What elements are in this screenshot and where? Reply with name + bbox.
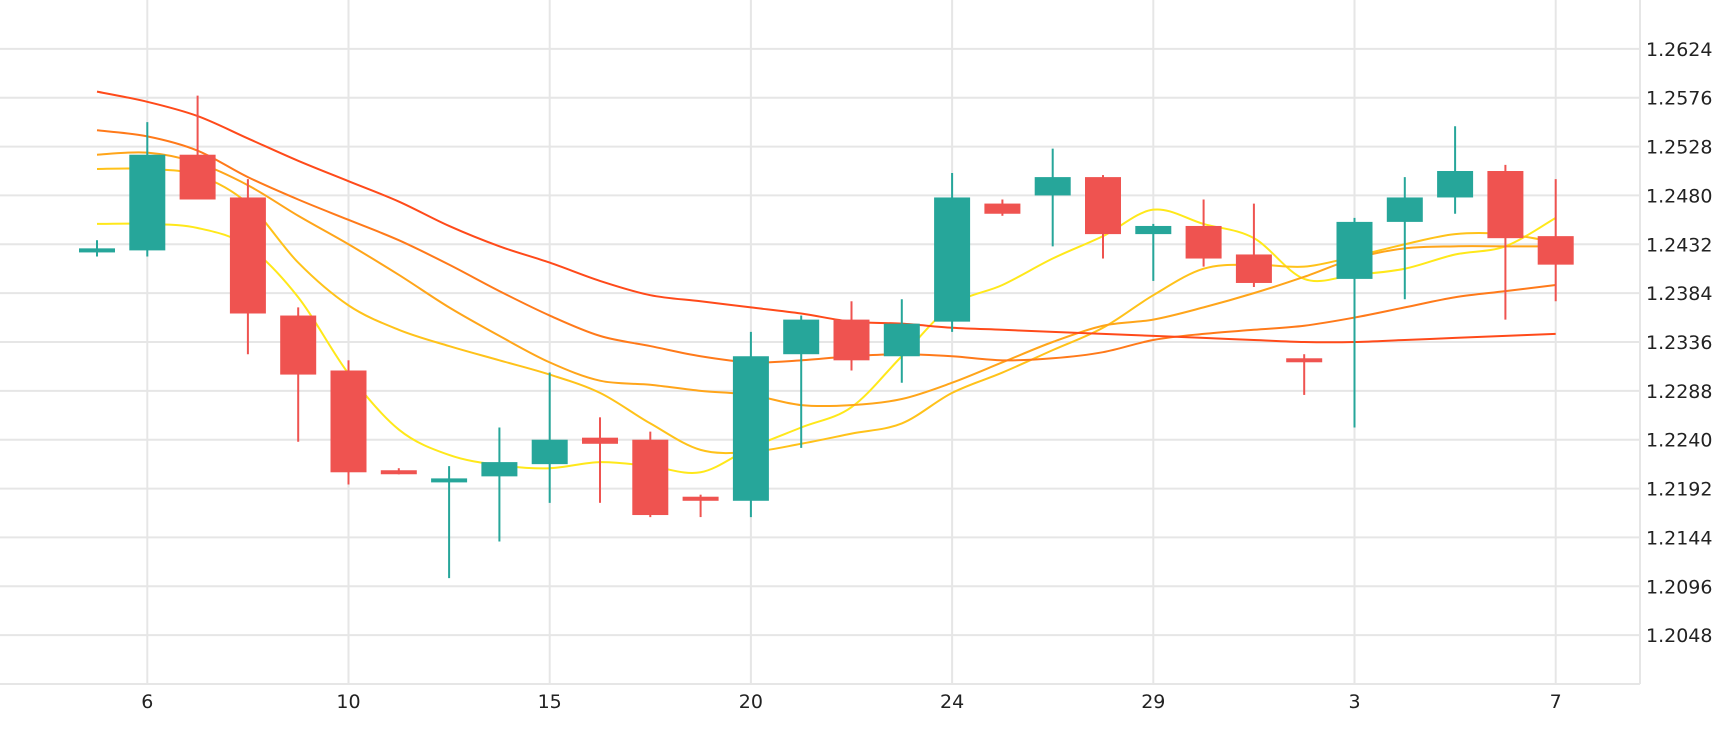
- candle: [732, 331, 769, 518]
- candle-body: [934, 197, 971, 322]
- y-tick-label: 1.2480: [1646, 185, 1712, 207]
- candle: [1437, 126, 1474, 214]
- candle-body: [1386, 197, 1423, 222]
- candle: [1336, 217, 1373, 428]
- y-tick-label: 1.2144: [1646, 527, 1712, 549]
- y-tick-label: 1.2384: [1646, 283, 1712, 305]
- candle-body: [632, 439, 669, 516]
- candle: [1537, 179, 1574, 302]
- candle: [984, 199, 1021, 216]
- candle: [682, 494, 719, 518]
- candle-body: [1185, 225, 1222, 259]
- candles: [79, 95, 1574, 579]
- candle-body: [79, 248, 115, 253]
- moving-average-line: [96, 129, 1556, 364]
- candle: [1286, 354, 1323, 395]
- candle: [1085, 175, 1121, 259]
- x-tick-label: 7: [1550, 691, 1562, 713]
- candle: [1034, 148, 1071, 247]
- x-tick-label: 6: [141, 691, 153, 713]
- y-tick-label: 1.2240: [1646, 430, 1712, 452]
- candle-body: [582, 437, 618, 444]
- candle-body: [883, 323, 920, 357]
- y-tick-label: 1.2192: [1646, 479, 1712, 501]
- candle-body: [783, 319, 820, 355]
- candle: [330, 360, 367, 485]
- axes: 1.2624 1.2576 1.2528 1.2480 1.2432 1.2384 1.23…: [141, 39, 1712, 713]
- candle: [883, 299, 920, 383]
- y-tick-label: 1.2288: [1646, 381, 1712, 403]
- candle-body: [531, 439, 568, 465]
- moving-average-lines: [96, 90, 1557, 474]
- y-tick-label: 1.2336: [1646, 332, 1712, 354]
- candle: [229, 179, 266, 355]
- y-tick-label: 1.2048: [1646, 625, 1712, 647]
- candle-body: [833, 319, 870, 361]
- candle-body: [1437, 171, 1474, 198]
- moving-average-line: [96, 151, 1556, 408]
- candle-body: [129, 154, 166, 251]
- candle: [431, 466, 468, 579]
- candle-body: [1537, 236, 1574, 265]
- candle: [1135, 223, 1172, 281]
- candle-body: [481, 462, 518, 477]
- candle: [380, 468, 417, 475]
- candle-body: [330, 370, 367, 473]
- x-tick-label: 15: [538, 691, 562, 713]
- y-tick-label: 1.2576: [1646, 88, 1712, 110]
- candle-body: [1235, 254, 1272, 283]
- candle: [481, 427, 518, 542]
- x-tick-label: 20: [739, 691, 763, 713]
- candle-body: [1336, 221, 1373, 279]
- candle: [833, 301, 870, 371]
- candle: [79, 240, 115, 257]
- candle: [934, 173, 971, 332]
- candle-body: [732, 356, 769, 501]
- candle-body: [431, 478, 468, 483]
- candle-body: [1286, 358, 1323, 363]
- candle-body: [280, 315, 317, 375]
- candle: [280, 307, 317, 442]
- candle-body: [229, 197, 266, 314]
- candle: [179, 95, 216, 200]
- candle: [129, 122, 166, 257]
- candle-body: [179, 154, 216, 200]
- candle-body: [1135, 225, 1172, 235]
- y-tick-label: 1.2528: [1646, 137, 1712, 159]
- candle: [582, 417, 618, 503]
- candle-body: [1085, 177, 1121, 235]
- moving-average-line: [96, 208, 1557, 474]
- x-tick-label: 24: [940, 691, 964, 713]
- candle-body: [1487, 171, 1524, 239]
- candle-body: [984, 203, 1021, 214]
- y-tick-label: 1.2096: [1646, 576, 1712, 598]
- candle-body: [380, 470, 417, 475]
- x-tick-label: 3: [1348, 691, 1360, 713]
- candle: [1386, 177, 1423, 300]
- y-tick-label: 1.2624: [1646, 39, 1712, 61]
- candle-body: [1034, 177, 1071, 196]
- candle-body: [682, 496, 719, 501]
- moving-average-line: [96, 90, 1556, 344]
- moving-average-line: [96, 167, 1556, 455]
- candle: [531, 372, 568, 503]
- candle: [1235, 203, 1272, 288]
- y-tick-label: 1.2432: [1646, 234, 1712, 256]
- x-tick-label: 29: [1141, 691, 1165, 713]
- candle: [783, 315, 820, 448]
- x-tick-label: 10: [336, 691, 360, 713]
- candle: [632, 431, 669, 518]
- candle: [1185, 199, 1222, 267]
- grid: [0, 0, 1641, 685]
- candle: [1487, 164, 1524, 320]
